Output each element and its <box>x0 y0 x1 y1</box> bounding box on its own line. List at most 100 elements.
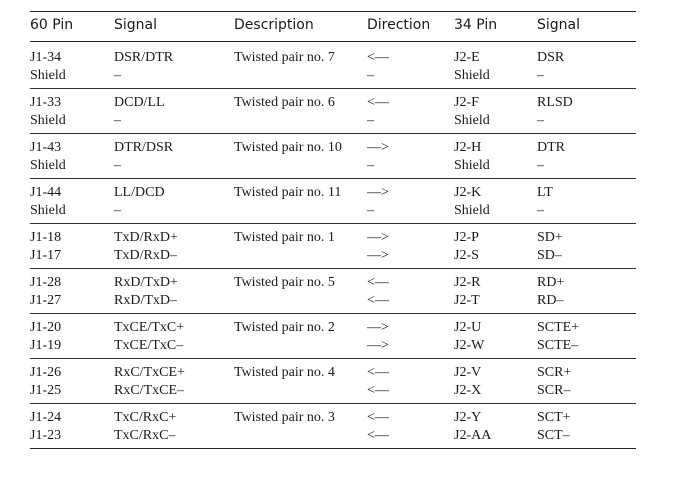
signal-34-cell: – <box>537 68 544 83</box>
description-cell: Twisted pair no. 6 <box>234 95 335 110</box>
table-row: J1-34 DSR/DTR Twisted pair no. 7 <— J2-E DSR <box>30 50 636 68</box>
pair-group: J1-34 DSR/DTR Twisted pair no. 7 <— J2-E DSR S… <box>30 43 636 89</box>
pin-60-cell: J1-25 <box>30 383 62 398</box>
signal-34-cell: LT <box>537 185 553 200</box>
pin-34-cell: J2-E <box>454 50 480 65</box>
signal-60-cell: RxD/TxD– <box>114 293 177 308</box>
signal-60-cell: – <box>114 158 121 173</box>
signal-60-cell: DSR/DTR <box>114 50 174 65</box>
pair-group: J1-26 RxC/TxCE+ Twisted pair no. 4 <— J2-V SC… <box>30 358 636 404</box>
pair-group: J1-20 TxCE/TxC+ Twisted pair no. 2 —> J2-U SC… <box>30 313 636 359</box>
pin-60-cell: J1-18 <box>30 230 62 245</box>
signal-60-cell: RxD/TxD+ <box>114 275 178 290</box>
signal-34-cell: DSR <box>537 50 565 65</box>
pin-60-cell: Shield <box>30 113 66 128</box>
signal-60-cell: – <box>114 113 121 128</box>
signal-34-cell: – <box>537 158 544 173</box>
pin-34-cell: Shield <box>454 68 490 83</box>
table-row: J1-17 TxD/RxD– —> J2-S SD– <box>30 248 636 266</box>
header-signal-60: Signal <box>114 17 158 33</box>
direction-cell: – <box>367 203 374 218</box>
pin-34-cell: J2-T <box>454 293 480 308</box>
direction-cell: <— <box>367 410 389 425</box>
pin-60-cell: J1-27 <box>30 293 62 308</box>
signal-34-cell: SCT+ <box>537 410 571 425</box>
pin-60-cell: Shield <box>30 158 66 173</box>
pin-34-cell: Shield <box>454 158 490 173</box>
signal-60-cell: RxC/TxCE+ <box>114 365 185 380</box>
pair-group: J1-24 TxC/RxC+ Twisted pair no. 3 <— J2-Y SCT… <box>30 403 636 449</box>
description-cell: Twisted pair no. 7 <box>234 50 335 65</box>
table-row: Shield – – Shield – <box>30 203 636 221</box>
table-row: J1-43 DTR/DSR Twisted pair no. 10 —> J2-H DTR <box>30 140 636 158</box>
signal-60-cell: TxD/RxD+ <box>114 230 178 245</box>
pin-34-cell: J2-H <box>454 140 482 155</box>
signal-60-cell: TxC/RxC+ <box>114 410 177 425</box>
signal-34-cell: SCTE– <box>537 338 579 353</box>
signal-34-cell: SCR– <box>537 383 571 398</box>
description-cell: Twisted pair no. 11 <box>234 185 342 200</box>
pin-60-cell: Shield <box>30 68 66 83</box>
signal-34-cell: RD+ <box>537 275 565 290</box>
signal-34-cell: SCR+ <box>537 365 572 380</box>
direction-cell: —> <box>367 320 389 335</box>
signal-34-cell: SCTE+ <box>537 320 580 335</box>
table-row: J1-20 TxCE/TxC+ Twisted pair no. 2 —> J2-U SC… <box>30 320 636 338</box>
table-row: J1-23 TxC/RxC– <— J2-AA SCT– <box>30 428 636 446</box>
pair-group: J1-18 TxD/RxD+ Twisted pair no. 1 —> J2-P SD+… <box>30 223 636 269</box>
direction-cell: <— <box>367 428 389 443</box>
pin-34-cell: Shield <box>454 203 490 218</box>
signal-34-cell: SCT– <box>537 428 570 443</box>
description-cell: Twisted pair no. 1 <box>234 230 335 245</box>
direction-cell: —> <box>367 248 389 263</box>
table-row: J1-26 RxC/TxCE+ Twisted pair no. 4 <— J2-V SC… <box>30 365 636 383</box>
table-row: J1-33 DCD/LL Twisted pair no. 6 <— J2-F RLSD <box>30 95 636 113</box>
header-direction: Direction <box>367 17 431 33</box>
pin-34-cell: J2-U <box>454 320 482 335</box>
table-row: J1-24 TxC/RxC+ Twisted pair no. 3 <— J2-Y SCT… <box>30 410 636 428</box>
signal-60-cell: DCD/LL <box>114 95 165 110</box>
pin-60-cell: J1-17 <box>30 248 62 263</box>
header-rule <box>30 41 636 42</box>
direction-cell: —> <box>367 140 389 155</box>
pin-34-cell: J2-AA <box>454 428 492 443</box>
header-34-pin: 34 Pin <box>454 17 498 33</box>
signal-60-cell: – <box>114 203 121 218</box>
table-row: J1-28 RxD/TxD+ Twisted pair no. 5 <— J2-R RD+ <box>30 275 636 293</box>
direction-cell: <— <box>367 365 389 380</box>
table-row: J1-27 RxD/TxD– <— J2-T RD– <box>30 293 636 311</box>
pin-60-cell: J1-26 <box>30 365 62 380</box>
signal-60-cell: TxCE/TxC– <box>114 338 184 353</box>
pin-60-cell: J1-20 <box>30 320 62 335</box>
signal-60-cell: – <box>114 68 121 83</box>
pair-group: J1-43 DTR/DSR Twisted pair no. 10 —> J2-H DTR… <box>30 133 636 179</box>
table-header: 60 Pin Signal Description Direction 34 P… <box>30 17 636 41</box>
direction-cell: – <box>367 68 374 83</box>
signal-60-cell: TxC/RxC– <box>114 428 176 443</box>
pin-34-cell: J2-K <box>454 185 482 200</box>
direction-cell: – <box>367 113 374 128</box>
description-cell: Twisted pair no. 4 <box>234 365 335 380</box>
direction-cell: —> <box>367 230 389 245</box>
description-cell: Twisted pair no. 3 <box>234 410 335 425</box>
table-row: J1-44 LL/DCD Twisted pair no. 11 —> J2-K LT <box>30 185 636 203</box>
description-cell: Twisted pair no. 2 <box>234 320 335 335</box>
pair-group: J1-28 RxD/TxD+ Twisted pair no. 5 <— J2-R RD+… <box>30 268 636 314</box>
signal-60-cell: LL/DCD <box>114 185 165 200</box>
pin-34-cell: J2-V <box>454 365 482 380</box>
pin-60-cell: J1-23 <box>30 428 62 443</box>
pin-60-cell: J1-34 <box>30 50 62 65</box>
pin-34-cell: J2-R <box>454 275 481 290</box>
description-cell: Twisted pair no. 10 <box>234 140 342 155</box>
pin-34-cell: J2-P <box>454 230 479 245</box>
pin-60-cell: J1-33 <box>30 95 62 110</box>
header-signal-34: Signal <box>537 17 581 33</box>
signal-34-cell: DTR <box>537 140 565 155</box>
signal-60-cell: TxD/RxD– <box>114 248 177 263</box>
pin-60-cell: Shield <box>30 203 66 218</box>
pair-group: J1-33 DCD/LL Twisted pair no. 6 <— J2-F RLSD S… <box>30 88 636 134</box>
table-row: J1-18 TxD/RxD+ Twisted pair no. 1 —> J2-P SD+ <box>30 230 636 248</box>
signal-60-cell: TxCE/TxC+ <box>114 320 185 335</box>
pin-60-cell: J1-28 <box>30 275 62 290</box>
pin-34-cell: Shield <box>454 113 490 128</box>
